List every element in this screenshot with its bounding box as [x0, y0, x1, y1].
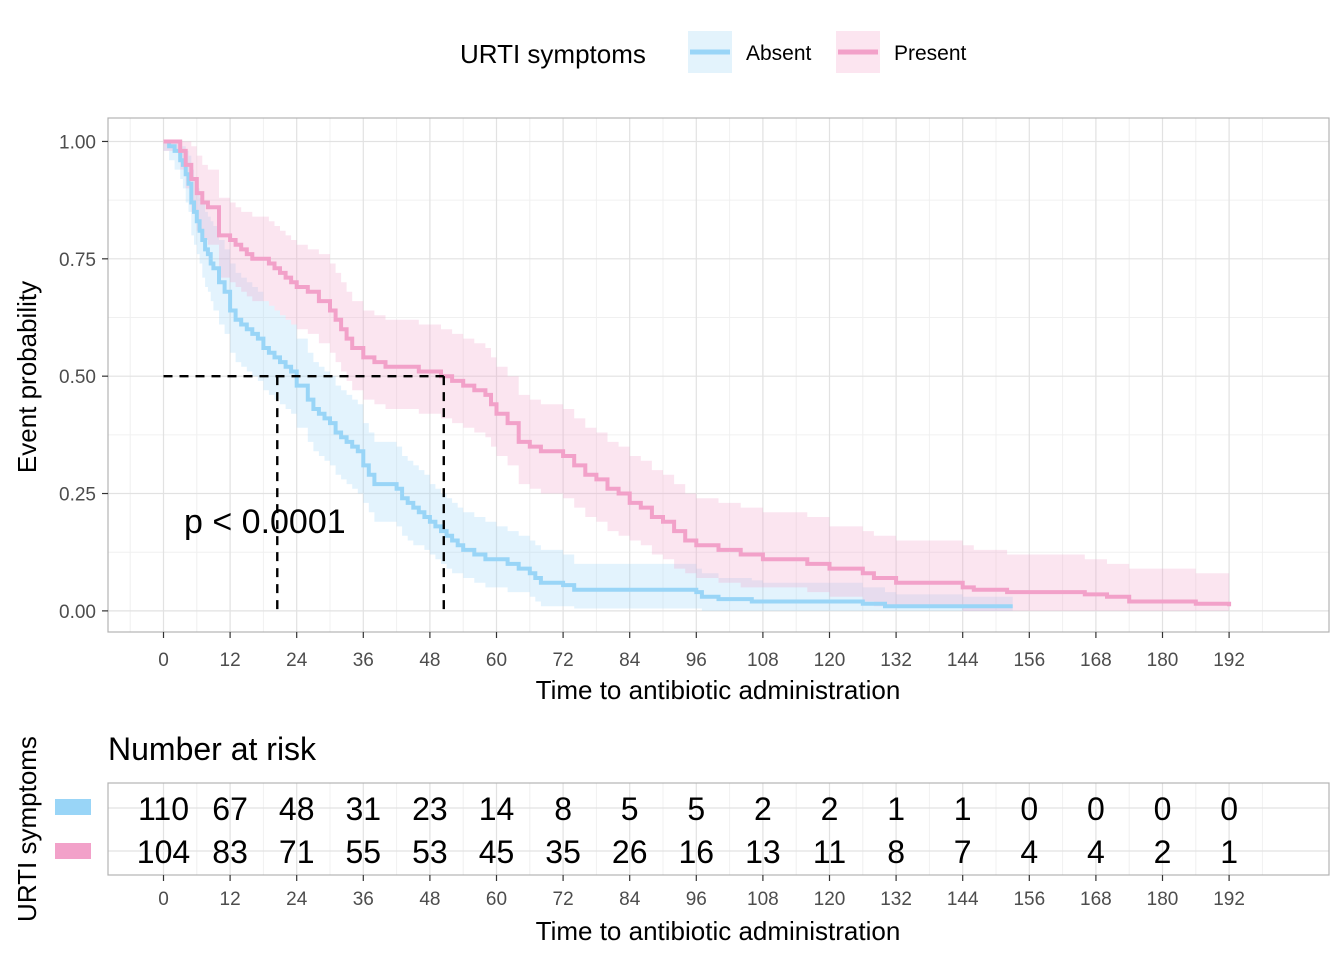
risk-x-tick-label: 180	[1147, 889, 1179, 910]
x-tick-label: 156	[1013, 650, 1045, 671]
risk-cell-absent: 0	[1087, 791, 1105, 827]
y-tick-label: 0.75	[59, 250, 96, 271]
risk-x-tick-label: 36	[353, 889, 374, 910]
risk-cell-absent: 0	[1220, 791, 1238, 827]
risk-cell-absent: 110	[138, 791, 189, 827]
legend-title: URTI symptoms	[460, 39, 646, 69]
p-value-annotation: p < 0.0001	[184, 503, 346, 541]
x-axis-title: Time to antibiotic administration	[536, 675, 901, 705]
risk-cell-absent: 2	[821, 791, 839, 827]
km-curve-absent	[163, 139, 1013, 609]
risk-cell-present: 53	[412, 834, 448, 870]
risk-table-axes: 0 12 24 36 48 60 72 84 96 108 120 132 144 156 168 180 19…	[158, 875, 1245, 910]
x-tick-label: 72	[553, 650, 574, 671]
risk-cell-absent: 67	[212, 791, 248, 827]
survival-curves	[163, 139, 1232, 609]
risk-key-present	[55, 843, 91, 859]
risk-cell-present: 26	[612, 834, 648, 870]
risk-cell-absent: 23	[412, 791, 448, 827]
legend-label-present: Present	[894, 42, 967, 65]
risk-cell-present: 45	[479, 834, 515, 870]
risk-x-tick-label: 144	[947, 889, 979, 910]
risk-cell-absent: 1	[887, 791, 905, 827]
risk-y-axis-title: URTI symptoms	[12, 736, 42, 922]
risk-cell-absent: 1	[954, 791, 972, 827]
risk-cell-present: 104	[137, 834, 190, 870]
risk-cell-present: 71	[279, 834, 315, 870]
risk-x-tick-label: 132	[880, 889, 912, 910]
legend: URTI symptoms Absent Present	[460, 31, 967, 73]
risk-cell-present: 8	[887, 834, 905, 870]
risk-cell-present: 35	[545, 834, 581, 870]
y-tick-label: 1.00	[59, 132, 96, 153]
risk-cell-present: 16	[679, 834, 715, 870]
risk-table-panel	[107, 782, 1330, 876]
risk-key-absent	[55, 799, 91, 815]
risk-x-axis-title: Time to antibiotic administration	[536, 916, 901, 946]
x-tick-label: 108	[747, 650, 779, 671]
risk-x-tick-label: 96	[686, 889, 707, 910]
x-tick-label: 60	[486, 650, 507, 671]
risk-cell-present: 83	[212, 834, 248, 870]
risk-x-tick-label: 24	[286, 889, 308, 910]
km-curve-present	[163, 139, 1232, 607]
risk-x-tick-label: 84	[619, 889, 641, 910]
risk-x-tick-label: 168	[1080, 889, 1112, 910]
risk-cell-present: 4	[1020, 834, 1038, 870]
y-tick-label: 0.00	[59, 602, 96, 623]
risk-x-tick-label: 0	[158, 889, 169, 910]
risk-x-tick-label: 108	[747, 889, 779, 910]
risk-cell-present: 1	[1220, 834, 1238, 870]
x-tick-label: 0	[158, 650, 169, 671]
risk-table-grid	[108, 783, 1329, 875]
x-tick-label: 192	[1213, 650, 1245, 671]
x-tick-label: 48	[419, 650, 440, 671]
risk-cell-present: 11	[813, 834, 846, 870]
risk-cell-absent: 5	[687, 791, 705, 827]
risk-x-tick-label: 12	[220, 889, 241, 910]
risk-x-tick-label: 120	[814, 889, 846, 910]
risk-x-tick-label: 48	[419, 889, 440, 910]
risk-cell-absent: 31	[346, 791, 382, 827]
risk-cell-absent: 2	[754, 791, 772, 827]
risk-cell-present: 55	[346, 834, 382, 870]
risk-cell-present: 7	[954, 834, 972, 870]
risk-cell-absent: 48	[279, 791, 315, 827]
x-tick-label: 168	[1080, 650, 1112, 671]
y-tick-label: 0.25	[59, 485, 96, 506]
y-tick-label: 0.50	[59, 367, 96, 388]
ci-ribbon-absent	[163, 141, 1013, 611]
risk-x-tick-label: 192	[1213, 889, 1245, 910]
risk-cell-present: 13	[745, 834, 781, 870]
risk-cell-absent: 0	[1020, 791, 1038, 827]
x-tick-label: 12	[220, 650, 241, 671]
risk-x-tick-label: 72	[553, 889, 574, 910]
risk-cell-present: 2	[1154, 834, 1172, 870]
x-tick-label: 36	[353, 650, 374, 671]
risk-cell-absent: 5	[621, 791, 639, 827]
risk-cell-present: 4	[1087, 834, 1105, 870]
risk-x-tick-label: 156	[1013, 889, 1045, 910]
legend-label-absent: Absent	[746, 42, 812, 65]
median-lines	[163, 374, 445, 611]
x-tick-label: 144	[947, 650, 979, 671]
risk-x-tick-label: 60	[486, 889, 507, 910]
risk-table-title: Number at risk	[108, 731, 317, 767]
x-tick-label: 96	[686, 650, 707, 671]
x-tick-label: 120	[814, 650, 846, 671]
x-tick-label: 24	[286, 650, 308, 671]
x-tick-label: 84	[619, 650, 641, 671]
risk-cell-absent: 0	[1154, 791, 1172, 827]
risk-cell-absent: 14	[479, 791, 515, 827]
main-plot-panel	[107, 117, 1330, 633]
main-axes: 0 12 24 36 48 60 72 84 96 108 120 132 144 156 168 180 19…	[59, 132, 1245, 671]
x-tick-label: 132	[880, 650, 912, 671]
x-tick-label: 180	[1147, 650, 1179, 671]
risk-cell-absent: 8	[554, 791, 572, 827]
y-axis-title: Event probability	[12, 281, 42, 473]
